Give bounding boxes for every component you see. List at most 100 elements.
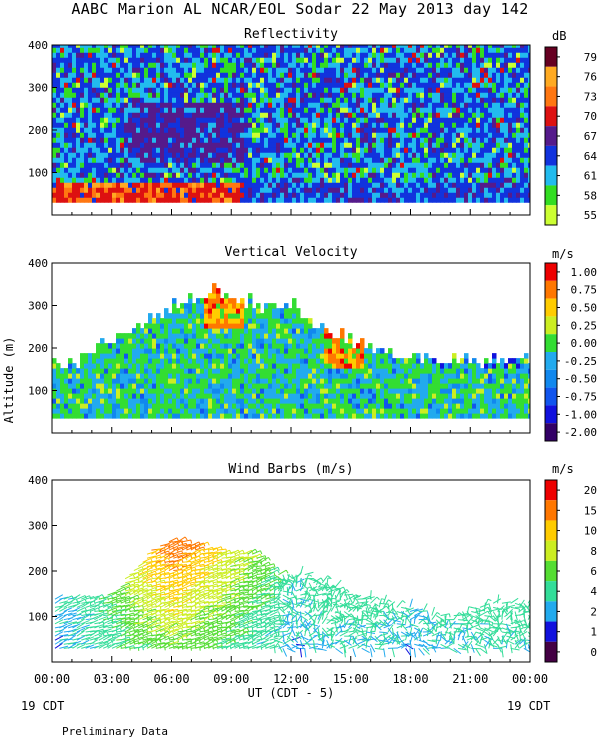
velocity-cell <box>128 363 133 369</box>
velocity-cell <box>268 358 273 364</box>
velocity-cell <box>200 388 205 394</box>
reflectivity-cell <box>92 77 97 83</box>
velocity-cell <box>240 318 245 324</box>
reflectivity-cell <box>428 192 433 198</box>
reflectivity-cell <box>160 162 165 168</box>
reflectivity-cell <box>456 82 461 88</box>
reflectivity-cell <box>456 182 461 188</box>
reflectivity-cell <box>420 197 425 203</box>
reflectivity-cell <box>488 52 493 58</box>
velocity-cell <box>112 368 117 374</box>
reflectivity-cell <box>204 97 209 103</box>
reflectivity-cell <box>404 162 409 168</box>
velocity-cell <box>248 368 253 374</box>
reflectivity-cell <box>504 182 509 188</box>
reflectivity-cell <box>236 57 241 63</box>
reflectivity-cell <box>472 117 477 123</box>
reflectivity-cell <box>228 182 233 188</box>
reflectivity-cell <box>396 127 401 133</box>
reflectivity-cell <box>260 52 265 58</box>
reflectivity-cell <box>180 47 185 53</box>
reflectivity-cell <box>380 142 385 148</box>
reflectivity-cell <box>56 117 61 123</box>
reflectivity-cell <box>180 167 185 173</box>
reflectivity-cell <box>116 122 121 128</box>
reflectivity-cell <box>444 137 449 143</box>
reflectivity-cell <box>336 117 341 123</box>
reflectivity-cell <box>248 137 253 143</box>
reflectivity-cell <box>344 127 349 133</box>
velocity-cell <box>248 388 253 394</box>
reflectivity-cell <box>368 107 373 113</box>
reflectivity-cell <box>348 47 353 53</box>
velocity-cell <box>128 343 133 349</box>
velocity-cell <box>216 338 221 344</box>
reflectivity-cell <box>420 67 425 73</box>
velocity-cell <box>96 348 101 354</box>
velocity-cell <box>256 328 261 334</box>
reflectivity-cell <box>116 47 121 53</box>
reflectivity-cell <box>256 127 261 133</box>
velocity-cell <box>228 303 233 309</box>
reflectivity-cell <box>496 67 501 73</box>
velocity-cell <box>164 348 169 354</box>
reflectivity-cell <box>352 82 357 88</box>
velocity-cell <box>264 373 269 379</box>
velocity-cell <box>176 388 181 394</box>
reflectivity-cell <box>72 67 77 73</box>
velocity-cell <box>148 333 153 339</box>
velocity-cell <box>180 333 185 339</box>
reflectivity-cell <box>220 192 225 198</box>
reflectivity-cell <box>392 132 397 138</box>
reflectivity-cell <box>504 62 509 68</box>
velocity-cell <box>116 378 121 384</box>
reflectivity-cell <box>412 127 417 133</box>
reflectivity-cell <box>512 147 517 153</box>
reflectivity-cell <box>208 67 213 73</box>
reflectivity-cell <box>408 52 413 58</box>
reflectivity-cell <box>416 102 421 108</box>
reflectivity-cell <box>236 112 241 118</box>
reflectivity-cell <box>212 152 217 158</box>
velocity-cell <box>244 333 249 339</box>
velocity-cell <box>240 368 245 374</box>
reflectivity-cell <box>196 62 201 68</box>
reflectivity-cell <box>224 197 229 203</box>
reflectivity-cell <box>376 92 381 98</box>
velocity-cell <box>256 358 261 364</box>
reflectivity-cell <box>140 142 145 148</box>
reflectivity-cell <box>144 47 149 53</box>
reflectivity-cell <box>520 147 525 153</box>
reflectivity-cell <box>356 157 361 163</box>
reflectivity-cell <box>60 192 65 198</box>
reflectivity-cell <box>300 107 305 113</box>
y-tick-label: 400 <box>28 39 48 52</box>
reflectivity-cell <box>180 132 185 138</box>
velocity-cell <box>120 373 125 379</box>
reflectivity-cell <box>68 72 73 78</box>
reflectivity-cell <box>100 187 105 193</box>
reflectivity-cell <box>264 167 269 173</box>
reflectivity-cell <box>524 72 529 78</box>
velocity-cell <box>208 308 213 314</box>
velocity-cell <box>212 343 217 349</box>
reflectivity-cell <box>232 102 237 108</box>
reflectivity-cell <box>344 182 349 188</box>
reflectivity-cell <box>72 187 77 193</box>
reflectivity-cell <box>252 52 257 58</box>
reflectivity-cell <box>456 67 461 73</box>
reflectivity-cell <box>208 45 213 48</box>
reflectivity-cell <box>336 192 341 198</box>
reflectivity-cell <box>344 197 349 203</box>
velocity-cell <box>92 358 97 364</box>
reflectivity-cell <box>408 117 413 123</box>
colorbar-swatch <box>545 47 557 67</box>
reflectivity-cell <box>404 152 409 158</box>
velocity-cell <box>112 388 117 394</box>
reflectivity-cell <box>172 102 177 108</box>
velocity-cell <box>268 388 273 394</box>
reflectivity-cell <box>492 77 497 83</box>
velocity-cell <box>128 388 133 394</box>
reflectivity-cell <box>388 197 393 203</box>
reflectivity-cell <box>460 52 465 58</box>
